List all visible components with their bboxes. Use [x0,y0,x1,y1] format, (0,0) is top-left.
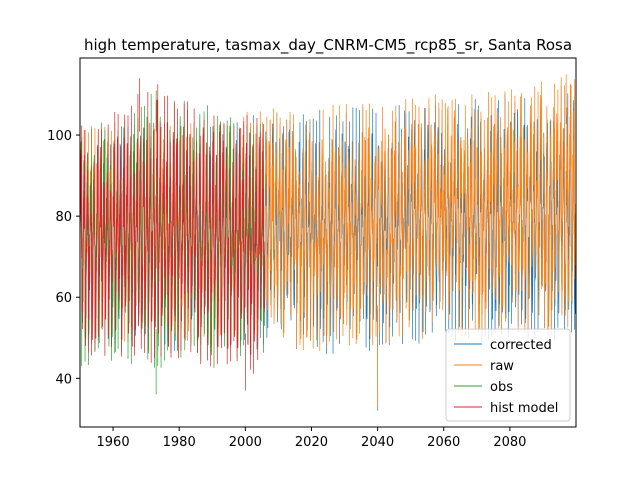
x-tick-label: 2040 [361,435,394,450]
chart-title: high temperature, tasmax_day_CNRM-CM5_rc… [84,36,572,55]
y-tick-label: 100 [47,129,72,144]
y-tick-label: 40 [55,372,72,387]
legend-label: corrected [490,338,552,353]
plot-frame [79,57,577,428]
legend-label: raw [490,359,514,374]
x-tick-label: 2080 [493,435,526,450]
series-line-hist-model [80,78,266,391]
legend-label: hist model [490,401,558,416]
x-tick-label: 1960 [97,435,130,450]
y-tick-label: 80 [55,210,72,225]
axes-layer: 1960 1980 2000 2020 2040 2060 2080 40 60 80 100 [47,129,526,450]
y-tick-label: 60 [55,291,72,306]
legend: corrected raw obs hist model [445,328,571,422]
series-layer [80,74,576,411]
x-tick-label: 2060 [427,435,460,450]
legend-label: obs [490,380,513,395]
x-tick-label: 2020 [295,435,328,450]
x-tick-label: 2000 [229,435,262,450]
legend-box [445,328,571,422]
x-tick-label: 1980 [163,435,196,450]
